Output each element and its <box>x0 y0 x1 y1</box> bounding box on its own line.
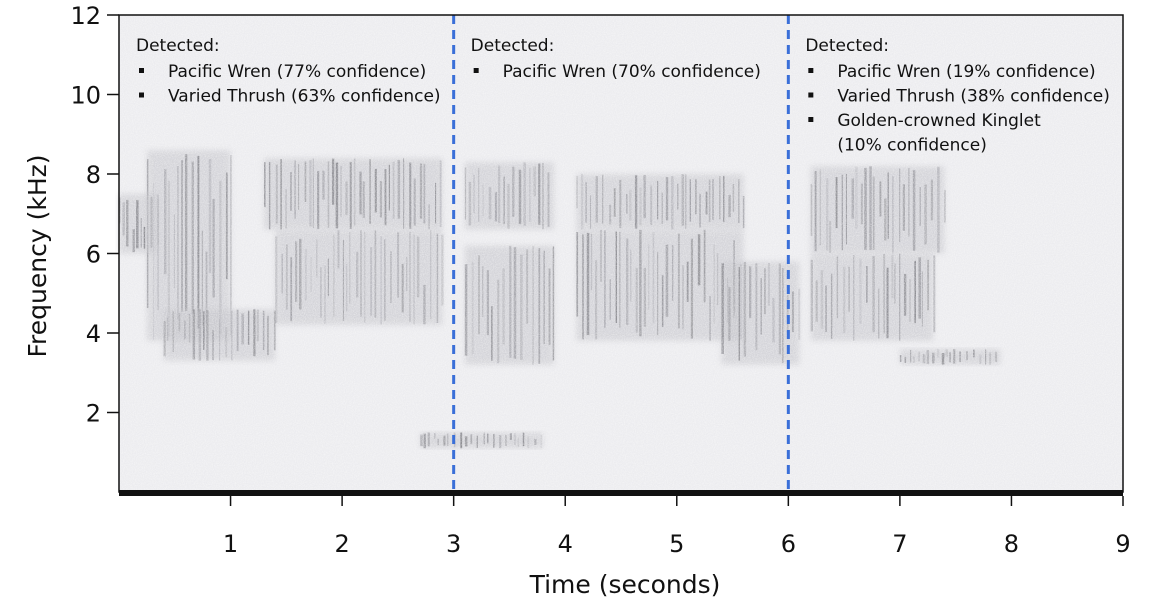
bullet-icon <box>808 117 814 122</box>
x-tick-label: 6 <box>781 530 796 558</box>
y-tick-label: 8 <box>86 161 101 189</box>
y-tick-label: 10 <box>70 82 101 110</box>
x-axis-bar <box>119 490 1123 496</box>
detection-annotations: Detected: Pacific Wren (77% confidence) Va… <box>136 36 1110 156</box>
x-tick-label: 7 <box>892 530 907 558</box>
y-tick-label: 2 <box>86 400 101 428</box>
spectrogram-noise <box>119 15 1123 492</box>
detection-label: Pacific Wren (70% confidence) <box>503 62 761 82</box>
x-tick-label: 3 <box>446 530 461 558</box>
detection-label: Pacific Wren (19% confidence) <box>837 62 1095 82</box>
bullet-icon <box>808 68 814 73</box>
x-tick-label: 4 <box>558 530 573 558</box>
y-tick-label: 12 <box>70 2 101 30</box>
x-tick-label: 8 <box>1004 530 1019 558</box>
detection-label: Golden-crowned Kinglet <box>837 111 1041 131</box>
noise-overlay <box>119 15 1123 492</box>
bullet-icon <box>139 68 144 73</box>
detection-label: (10% confidence) <box>837 136 987 156</box>
x-axis-title: Time (seconds) <box>529 570 721 599</box>
x-tick-label: 9 <box>1115 530 1130 558</box>
y-axis-title: Frequency (kHz) <box>23 154 52 357</box>
detected-header: Detected: <box>136 36 220 56</box>
segment-boundaries <box>452 15 790 492</box>
y-tick-label: 6 <box>86 241 101 269</box>
x-tick-label: 2 <box>334 530 349 558</box>
bullet-icon <box>473 68 479 73</box>
detection-label: Varied Thrush (38% confidence) <box>837 87 1110 107</box>
detection-label: Pacific Wren (77% confidence) <box>168 62 426 82</box>
bullet-icon <box>139 92 144 98</box>
x-tick-label: 5 <box>669 530 684 558</box>
detected-header: Detected: <box>471 36 555 56</box>
detected-header: Detected: <box>805 36 889 56</box>
bullet-icon <box>808 92 814 98</box>
x-tick-label: 1 <box>223 530 238 558</box>
detection-label: Varied Thrush (63% confidence) <box>168 87 441 107</box>
y-tick-label: 4 <box>86 320 101 348</box>
